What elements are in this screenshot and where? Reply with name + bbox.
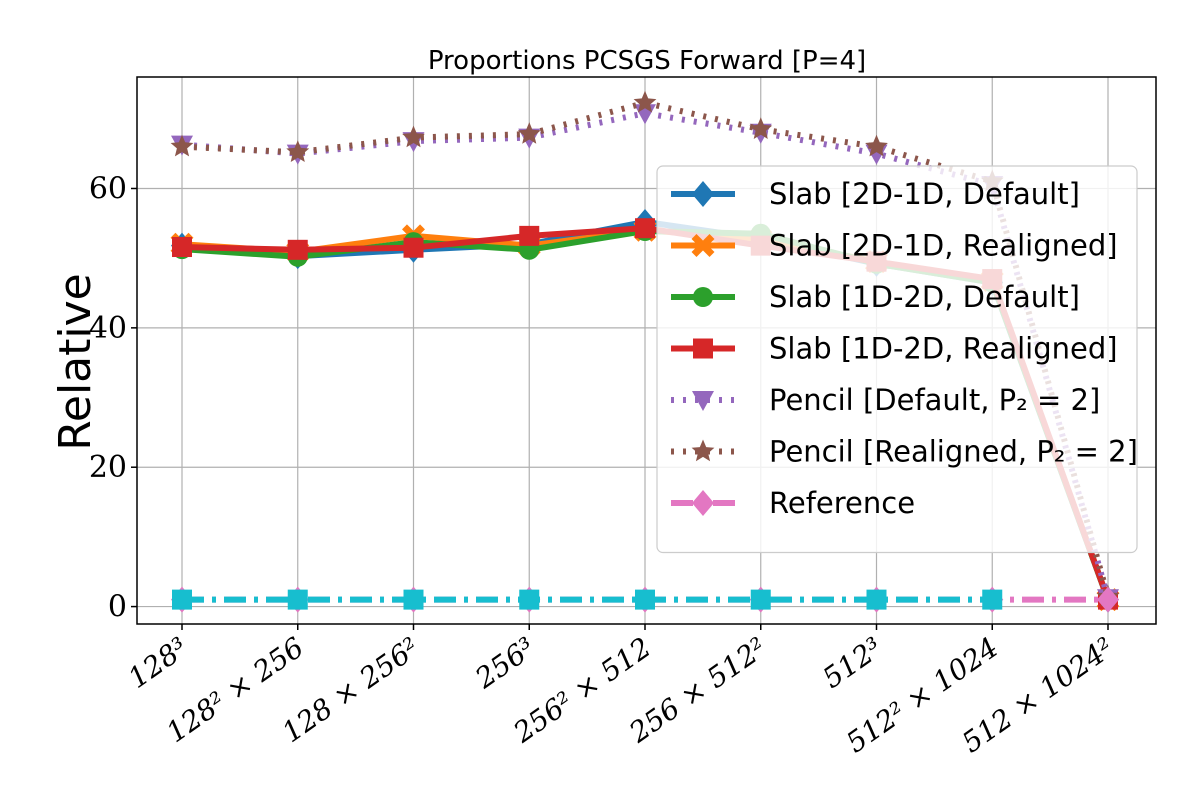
legend-item: Slab [1D-2D, Default] (671, 280, 1080, 314)
data-point (750, 589, 771, 610)
data-point (403, 589, 424, 610)
data-point (170, 134, 194, 157)
data-point (633, 90, 657, 113)
data-point (287, 589, 308, 610)
data-point (749, 117, 773, 139)
legend-item: Slab [2D-1D, Realigned] (671, 229, 1118, 263)
legend-label: Reference (769, 486, 915, 520)
y-tick-label: 0 (108, 590, 127, 625)
data-point (635, 218, 655, 239)
data-point (287, 239, 308, 260)
data-point (865, 134, 888, 157)
data-point (982, 589, 1003, 610)
plot-frame (136, 76, 1157, 625)
legend-label: Slab [1D-2D, Default] (769, 280, 1080, 314)
legend-marker (692, 391, 714, 411)
legend-label: Slab [2D-1D, Default] (769, 177, 1080, 211)
data-point (519, 225, 540, 246)
data-point (286, 140, 310, 162)
legend-label: Pencil [Realigned, P₂ = 2] (769, 435, 1138, 469)
legend-marker (692, 490, 714, 516)
data-point (866, 589, 887, 610)
data-point (172, 237, 192, 258)
legend-item: Pencil [Realigned, P₂ = 2] (671, 435, 1138, 469)
legend-label: Slab [2D-1D, Realigned] (769, 229, 1118, 263)
y-tick-labels: 0 20 40 60 (89, 171, 127, 624)
data-point (403, 237, 424, 258)
legend-marker (693, 287, 713, 307)
legend-marker (691, 234, 715, 257)
data-point (519, 589, 540, 610)
data-point (402, 125, 425, 148)
data-point (1097, 586, 1119, 613)
legend-label: Pencil [Default, P₂ = 2] (769, 383, 1100, 417)
legend: Slab [2D-1D, Default] Slab [2D-1D, Realig… (656, 165, 1138, 554)
chart-title: Proportions PCSGS Forward [P=4] (428, 46, 866, 76)
y-tick-label: 60 (89, 171, 127, 206)
legend-item: Reference (671, 486, 915, 520)
legend-item: Slab [2D-1D, Default] (671, 177, 1080, 211)
data-point (172, 589, 192, 610)
legend-label: Slab [1D-2D, Realigned] (769, 332, 1118, 366)
legend-item: Pencil [Default, P₂ = 2] (671, 383, 1100, 417)
legend-marker (692, 181, 714, 207)
y-tick-label: 20 (89, 450, 127, 485)
data-point (517, 122, 541, 144)
x-marker-stroke (691, 234, 715, 257)
y-axis-label: Relative (50, 273, 101, 450)
legend-item: Slab [1D-2D, Realigned] (671, 332, 1118, 366)
legend-marker (693, 338, 713, 359)
data-point (635, 589, 655, 610)
y-tick-label: 40 (89, 311, 127, 346)
series-7 (172, 589, 1003, 610)
legend-box (656, 165, 1138, 554)
legend-marker (691, 439, 715, 462)
